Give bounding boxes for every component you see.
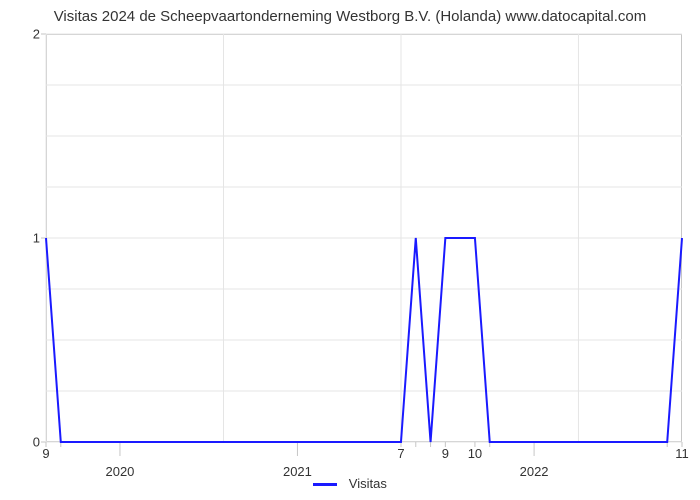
legend-swatch: [313, 483, 337, 486]
x-point-label: 9: [42, 446, 49, 461]
y-tick-label: 2: [33, 27, 40, 42]
chart-plot-area: 0122020202120229791011: [46, 34, 682, 442]
y-tick-label: 0: [33, 435, 40, 450]
chart-title: Visitas 2024 de Scheepvaartonderneming W…: [0, 0, 700, 25]
legend-label: Visitas: [349, 476, 387, 491]
chart-svg: [46, 34, 682, 442]
x-point-label: 7: [397, 446, 404, 461]
legend: Visitas: [0, 476, 700, 491]
x-point-label: 9: [442, 446, 449, 461]
x-point-label: 11: [675, 446, 689, 461]
y-tick-label: 1: [33, 231, 40, 246]
x-point-label: 10: [468, 446, 482, 461]
